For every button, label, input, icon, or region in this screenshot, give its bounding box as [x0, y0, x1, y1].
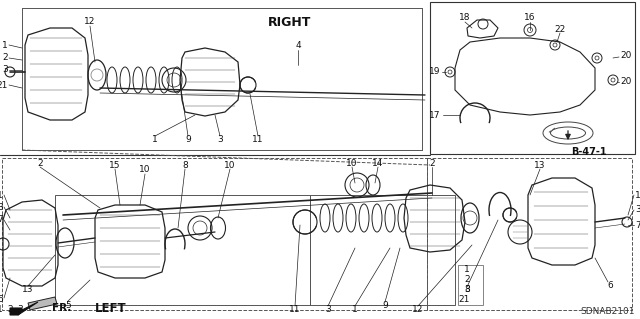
Text: 1: 1 [3, 41, 8, 49]
Text: 20: 20 [620, 50, 632, 60]
Text: 3: 3 [3, 65, 8, 75]
Text: 1: 1 [464, 265, 470, 275]
Text: 3: 3 [217, 136, 223, 145]
Text: 2: 2 [429, 159, 435, 167]
Text: 2: 2 [37, 159, 43, 167]
Text: 3: 3 [635, 205, 640, 214]
Text: 7: 7 [0, 216, 3, 225]
Text: B-47-1: B-47-1 [571, 147, 607, 157]
Text: LEFT: LEFT [95, 301, 127, 315]
Text: 22: 22 [554, 26, 566, 34]
Text: 1: 1 [0, 306, 3, 315]
Text: SDNAB2101: SDNAB2101 [580, 308, 634, 316]
Text: 11: 11 [252, 136, 264, 145]
Text: 21: 21 [459, 295, 470, 305]
Bar [427, 158, 632, 310]
Text: 2: 2 [465, 276, 470, 285]
Text: 11: 11 [289, 306, 301, 315]
Text: 9: 9 [382, 300, 388, 309]
Text: 15: 15 [109, 160, 121, 169]
Text: 2: 2 [8, 306, 13, 315]
Text: 13: 13 [534, 160, 546, 169]
Text: 10: 10 [346, 159, 358, 167]
Text: 6: 6 [607, 280, 613, 290]
Text: 3: 3 [17, 306, 23, 315]
Text: 4: 4 [295, 41, 301, 50]
Text: 3: 3 [464, 286, 470, 294]
Text: 1: 1 [352, 306, 358, 315]
Text: 19: 19 [429, 68, 440, 77]
Bar [458, 265, 483, 305]
Text: 1: 1 [152, 136, 158, 145]
Bar [2, 158, 427, 310]
Text: 13: 13 [22, 286, 34, 294]
Text: 18: 18 [460, 13, 471, 23]
Bar [55, 195, 310, 305]
Polygon shape [28, 297, 57, 310]
Text: 9: 9 [185, 136, 191, 145]
Text: 10: 10 [224, 160, 236, 169]
Text: 1: 1 [635, 190, 640, 199]
Text: 16: 16 [524, 13, 536, 23]
Text: 8: 8 [464, 286, 470, 294]
Text: 5: 5 [65, 300, 71, 309]
Text: 10: 10 [140, 166, 151, 174]
Text: 7: 7 [635, 220, 640, 229]
Text: 12: 12 [412, 306, 424, 315]
Text: 1: 1 [0, 190, 3, 199]
Text: 8: 8 [182, 160, 188, 169]
Text: 6: 6 [0, 295, 3, 305]
Text: RIGHT: RIGHT [268, 16, 312, 28]
Text: 17: 17 [429, 110, 440, 120]
Text: FR.: FR. [52, 303, 72, 313]
Polygon shape [10, 302, 38, 315]
Text: 3: 3 [325, 306, 331, 315]
Text: 20: 20 [620, 78, 632, 86]
Text: 3: 3 [0, 203, 3, 211]
Text: 21: 21 [0, 80, 8, 90]
Text: 12: 12 [84, 18, 96, 26]
Text: 14: 14 [372, 159, 384, 167]
Text: 2: 2 [3, 54, 8, 63]
Bar [310, 195, 455, 305]
Bar [430, 2, 635, 154]
